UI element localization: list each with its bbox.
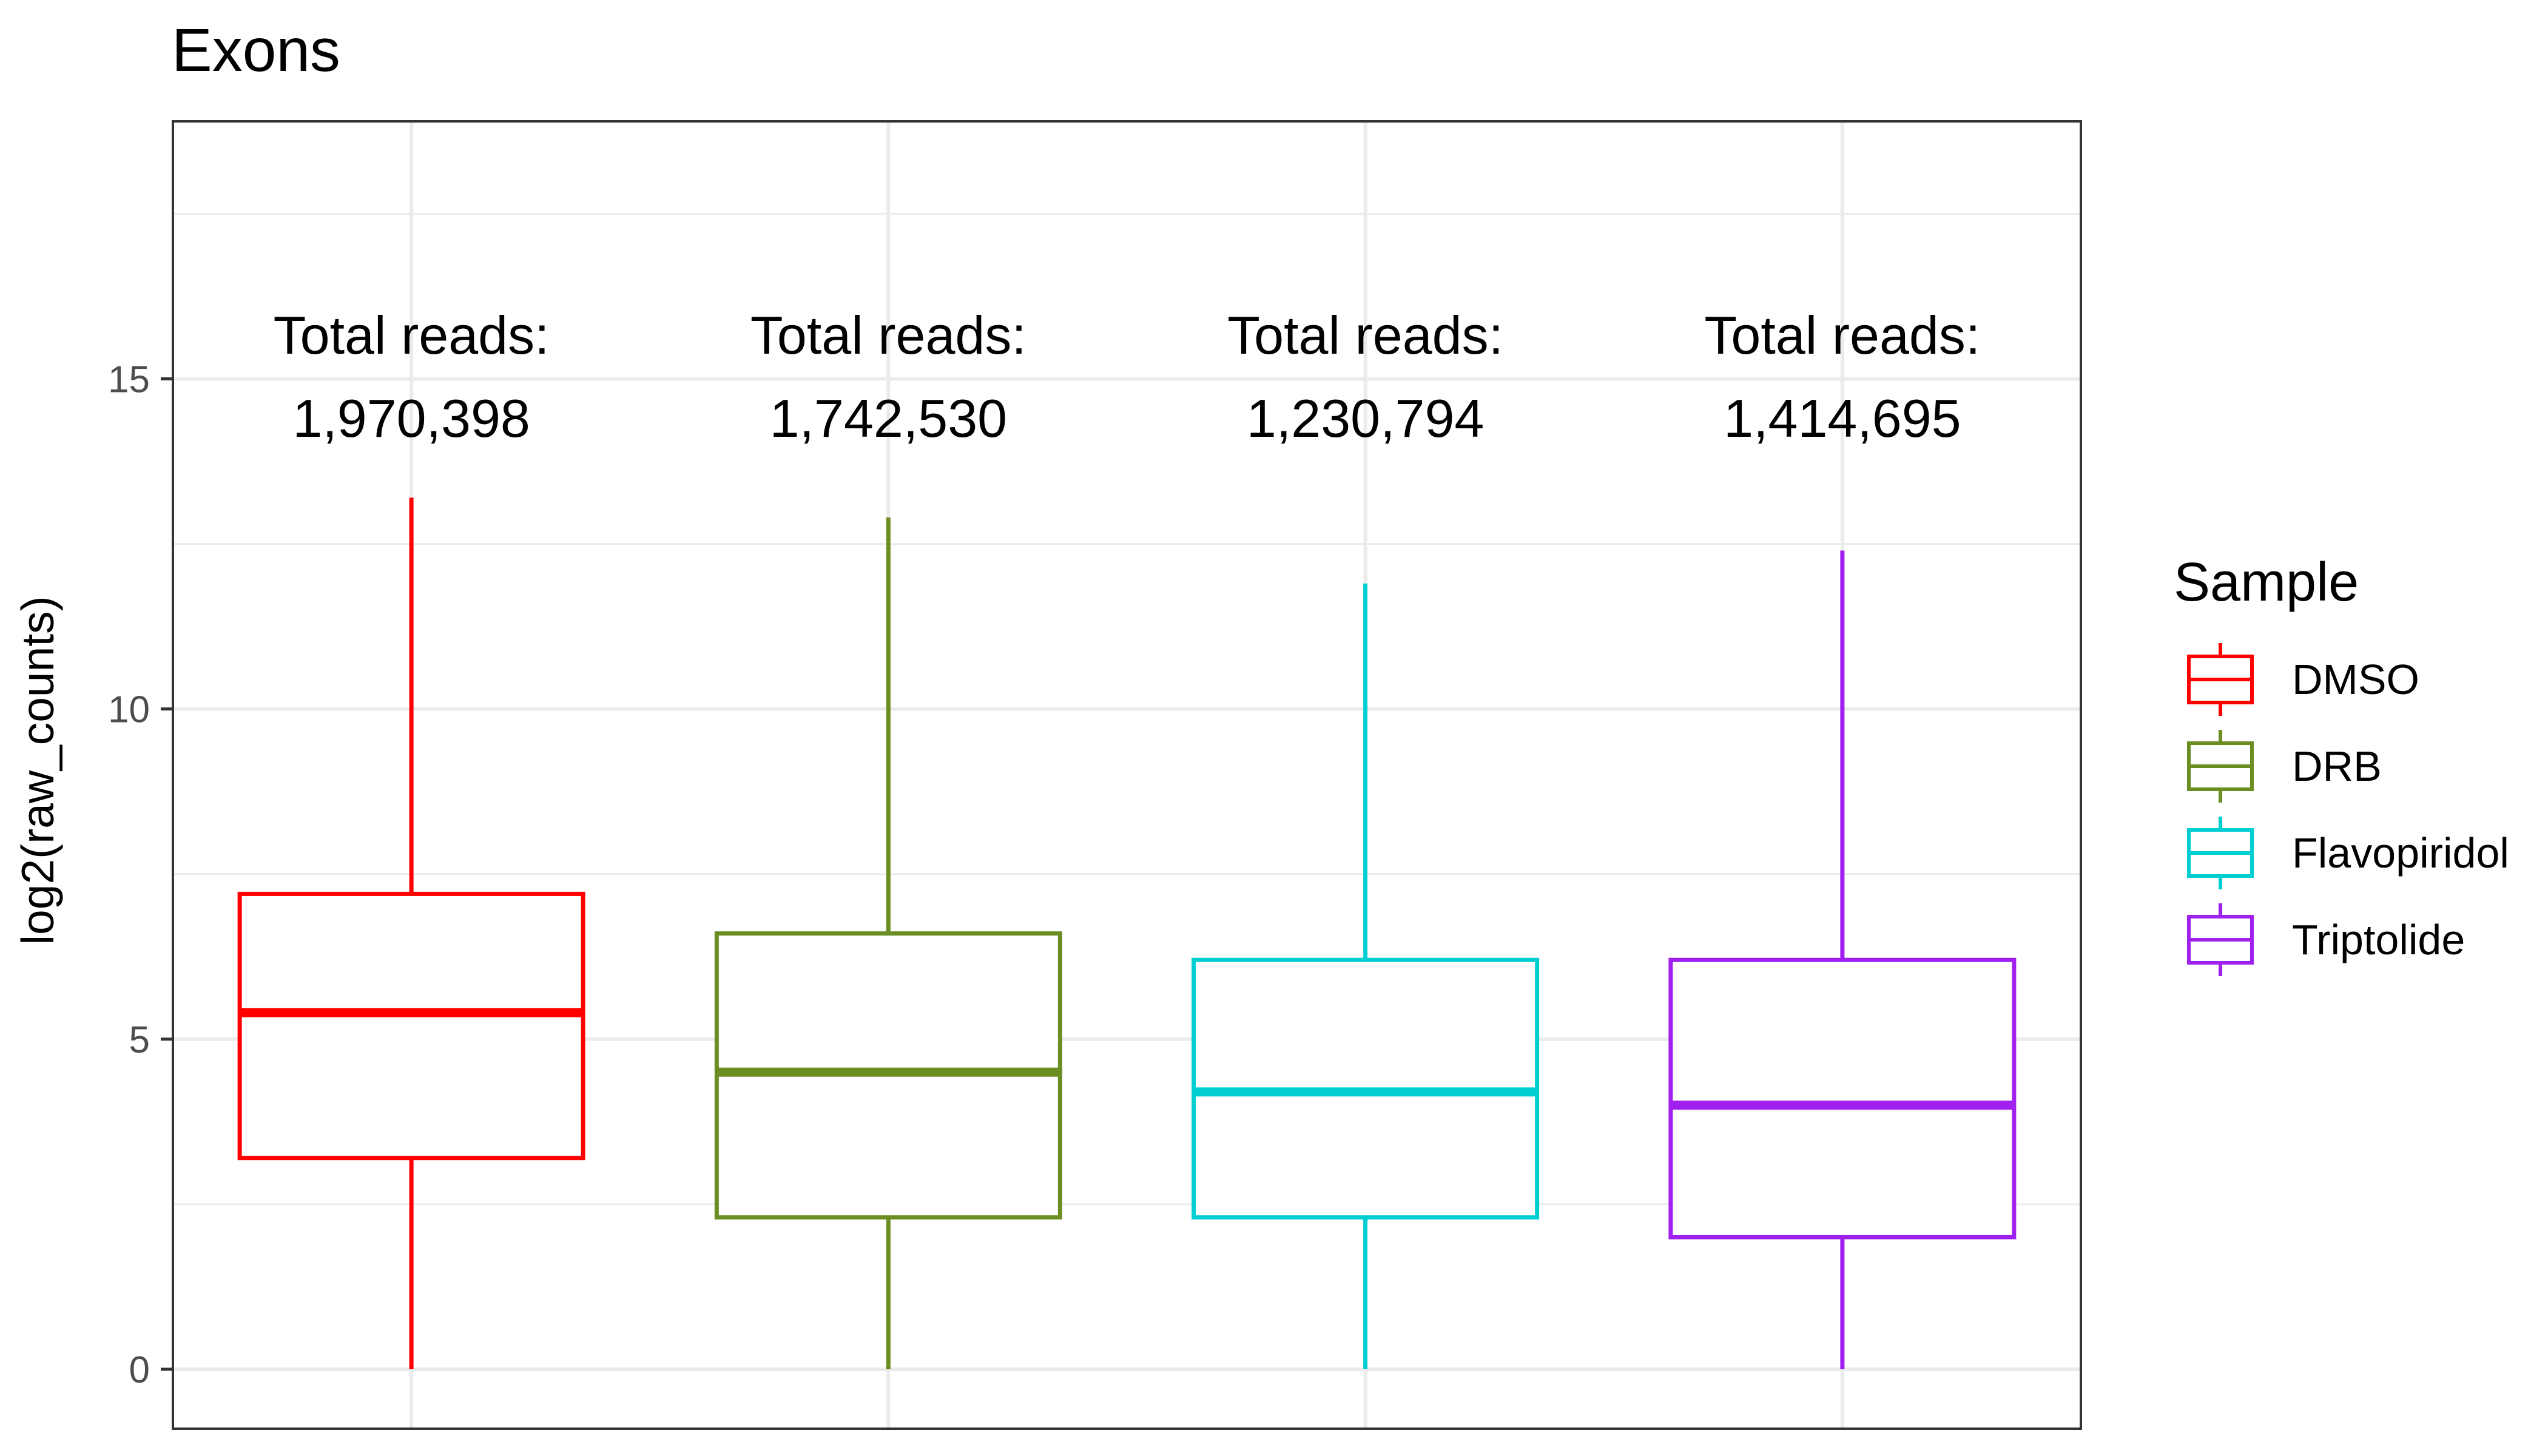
legend-item-triptolide: Triptolide <box>2187 903 2465 976</box>
box-drb <box>714 517 1062 1370</box>
y-axis-label: log2(raw_counts) <box>12 596 63 945</box>
legend-label: Flavopiridol <box>2292 829 2509 877</box>
box-triptolide <box>1668 550 2017 1370</box>
total-reads-value: 1,970,398 <box>292 388 530 448</box>
total-reads-label: Total reads: <box>750 305 1026 365</box>
legend-label: DMSO <box>2292 656 2419 703</box>
y-tick-label: 15 <box>108 359 150 400</box>
box-flavopiridol <box>1191 583 1540 1370</box>
box-iqr <box>1668 957 2017 1239</box>
legend-label: Triptolide <box>2292 916 2465 963</box>
legend-label: DRB <box>2292 743 2382 790</box>
total-reads-value: 1,742,530 <box>770 388 1008 448</box>
box-dmso <box>237 497 585 1370</box>
chart-title: Exons <box>172 16 340 84</box>
legend-item-dmso: DMSO <box>2187 643 2419 716</box>
total-reads-label: Total reads: <box>274 305 550 365</box>
total-reads-value: 1,230,794 <box>1247 388 1485 448</box>
plot-panel: Total reads: 1,970,398 Total reads: 1,742,5… <box>108 120 2082 1430</box>
panel-border <box>172 120 2082 1430</box>
legend-title: Sample <box>2174 552 2359 613</box>
legend-item-flavopiridol: Flavopiridol <box>2187 817 2509 889</box>
legend-item-drb: DRB <box>2187 730 2382 803</box>
total-reads-value: 1,414,695 <box>1724 388 1961 448</box>
y-tick-label: 10 <box>108 689 150 731</box>
y-tick-label: 5 <box>129 1019 150 1061</box>
y-tick-label: 0 <box>129 1349 150 1391</box>
total-reads-label: Total reads: <box>1227 305 1503 365</box>
box-iqr <box>237 891 585 1161</box>
legend: Sample DMSO DRB Flavopiridol Triptolide <box>2174 552 2509 976</box>
total-reads-label: Total reads: <box>1704 305 1980 365</box>
